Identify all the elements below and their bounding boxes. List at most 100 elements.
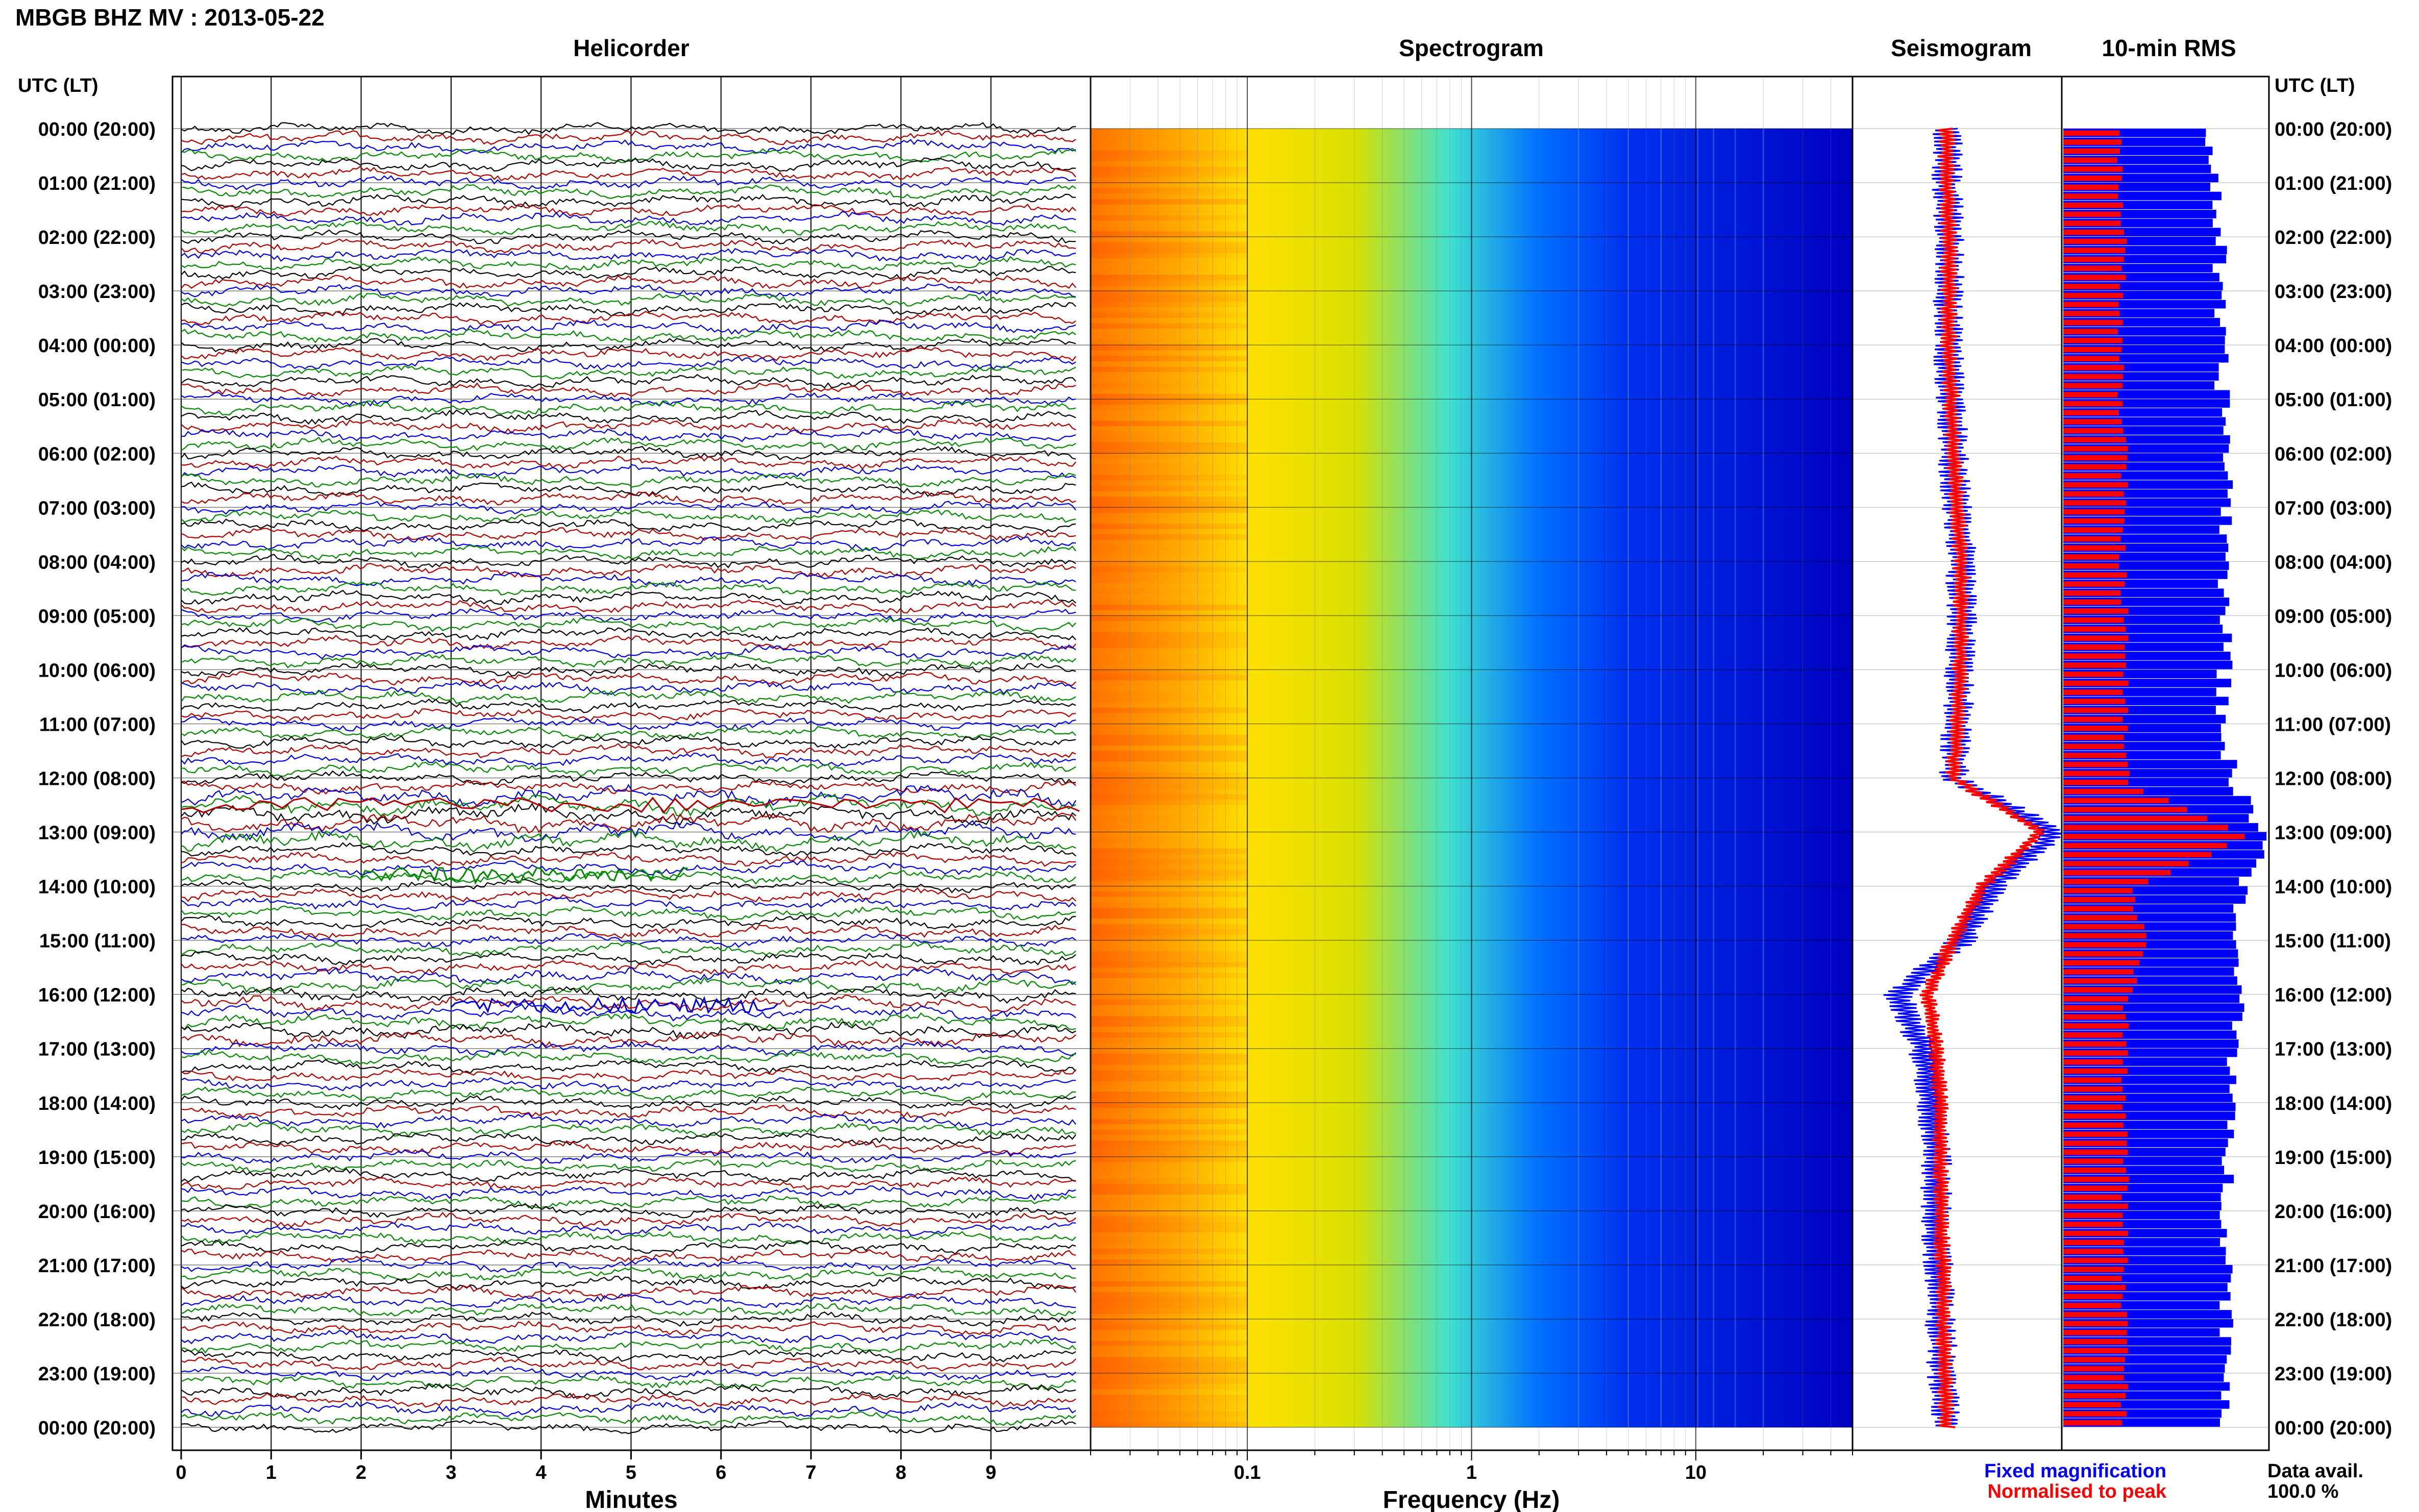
spectrogram-texture — [1091, 399, 1248, 405]
spectrogram-texture — [1091, 1173, 1248, 1179]
helicorder-trace — [181, 726, 1076, 739]
spectrogram-texture — [1091, 1054, 1248, 1059]
spectrogram-texture — [1091, 805, 1248, 811]
time-label-right: 03:00 (23:00) — [2275, 281, 2392, 303]
spectrogram-texture — [1091, 334, 1248, 340]
spectrogram-texture — [1091, 1097, 1248, 1103]
spectrogram-texture — [1091, 751, 1248, 757]
helicorder-trace — [181, 1012, 1076, 1030]
helicorder-trace — [181, 860, 1076, 876]
time-label-right: 12:00 (08:00) — [2275, 769, 2392, 790]
rms-bar-normalised — [2063, 915, 2137, 921]
rms-bar-normalised — [2063, 1284, 2126, 1291]
rms-bar-normalised — [2063, 1122, 2124, 1128]
rms-bar-normalised — [2063, 1176, 2129, 1182]
rms-bar-normalised — [2063, 1014, 2126, 1020]
spectrogram-texture — [1091, 448, 1248, 454]
spectrogram-texture — [1091, 307, 1248, 313]
spectrogram-texture — [1091, 539, 1248, 546]
spectrogram-texture — [1091, 578, 1248, 583]
spectrogram-texture — [1091, 1162, 1248, 1168]
rms-bar-normalised — [2063, 346, 2121, 353]
rms-bar-normalised — [2063, 1321, 2128, 1327]
spectrogram-title: Spectrogram — [1399, 35, 1544, 61]
spectrogram-texture — [1091, 129, 1248, 134]
spectrogram-texture — [1091, 1384, 1248, 1390]
rms-bar-normalised — [2063, 969, 2134, 975]
rms-bar-normalised — [2063, 1168, 2126, 1173]
spectrogram-texture — [1091, 686, 1248, 691]
helicorder-trace — [181, 627, 1076, 641]
helicorder-trace — [181, 1049, 1076, 1065]
spectrogram-texture — [1091, 469, 1248, 475]
helicorder-trace — [181, 779, 1076, 795]
helicorder-trace — [181, 1077, 1076, 1093]
page-title: MBGB BHZ MV : 2013-05-22 — [15, 4, 325, 31]
spectrogram-texture — [1091, 659, 1248, 664]
seismogram-title: Seismogram — [1891, 35, 2032, 61]
spectrogram-texture — [1091, 729, 1248, 735]
spectrogram-texture — [1091, 475, 1248, 481]
rms-bar-normalised — [2063, 302, 2119, 307]
spectrogram-texture — [1091, 1227, 1248, 1233]
spectrogram-texture — [1091, 485, 1248, 491]
seismogram-normalised-trace — [1919, 128, 2045, 1428]
time-label-right: 11:00 (07:00) — [2275, 714, 2391, 735]
spectrogram-texture — [1091, 426, 1248, 432]
spectrogram-texture — [1091, 989, 1248, 995]
rms-bar-normalised — [2063, 275, 2126, 280]
rms-bar-normalised — [2063, 798, 2169, 803]
rms-bar-normalised — [2063, 807, 2187, 812]
spectrogram-texture — [1091, 978, 1248, 984]
rms-bar-normalised — [2063, 365, 2125, 370]
rms-bar-normalised — [2063, 184, 2118, 190]
spectrogram-texture — [1091, 675, 1248, 681]
spectrogram-texture — [1091, 864, 1248, 870]
rms-bar-normalised — [2063, 130, 2119, 136]
helicorder-trace — [181, 293, 1076, 307]
spectrogram-texture — [1091, 897, 1248, 903]
spectrogram-texture — [1091, 994, 1248, 1000]
spectrogram-texture — [1091, 415, 1248, 421]
helicorder-trace — [181, 265, 1076, 280]
helicorder-trace — [181, 165, 1076, 182]
rms-bar-normalised — [2063, 1068, 2128, 1074]
spectrogram-texture — [1091, 832, 1248, 838]
helicorder-trace — [181, 933, 1076, 948]
time-label-right: 16:00 (12:00) — [2275, 985, 2392, 1006]
rms-bar-normalised — [2063, 1393, 2126, 1399]
time-label-left: 19:00 (15:00) — [38, 1147, 156, 1169]
time-label-left: 04:00 (00:00) — [38, 335, 156, 357]
helicorder-trace — [181, 229, 1076, 244]
utc-label-right: UTC (LT) — [2275, 75, 2355, 96]
spectrogram-texture — [1091, 1276, 1248, 1281]
spectrogram-texture — [1091, 1335, 1248, 1341]
spectrogram-texture — [1091, 366, 1248, 373]
spectrogram-texture — [1091, 810, 1248, 816]
spectrogram-texture — [1091, 1156, 1248, 1162]
helicorder-trace — [181, 428, 1076, 442]
rms-bar-normalised — [2063, 1230, 2128, 1236]
spectrogram-texture — [1091, 323, 1248, 329]
helicorder-tick-label: 2 — [356, 1462, 366, 1483]
rms-bar-normalised — [2063, 1086, 2122, 1092]
rms-bar-normalised — [2063, 257, 2124, 262]
rms-bar-normalised — [2063, 536, 2121, 542]
time-label-left: 18:00 (14:00) — [38, 1093, 156, 1114]
helicorder-title: Helicorder — [573, 35, 689, 61]
rms-bar-normalised — [2063, 780, 2129, 785]
helicorder-event — [181, 797, 1080, 814]
spectrogram-texture — [1091, 962, 1248, 968]
rms-bar-normalised — [2063, 761, 2128, 767]
spectrogram-texture — [1091, 740, 1248, 746]
spectrogram-texture — [1091, 372, 1248, 378]
helicorder-trace — [181, 1411, 1076, 1426]
helicorder-trace — [181, 716, 1076, 732]
rms-bar-normalised — [2063, 753, 2127, 758]
rms-bar-normalised — [2063, 1203, 2128, 1209]
time-label-right: 00:00 (20:00) — [2275, 119, 2392, 140]
rms-bar-normalised — [2063, 1375, 2124, 1381]
spectrogram-texture — [1091, 161, 1248, 167]
helicorder-trace — [181, 1401, 1076, 1417]
helicorder-trace — [181, 374, 1076, 389]
